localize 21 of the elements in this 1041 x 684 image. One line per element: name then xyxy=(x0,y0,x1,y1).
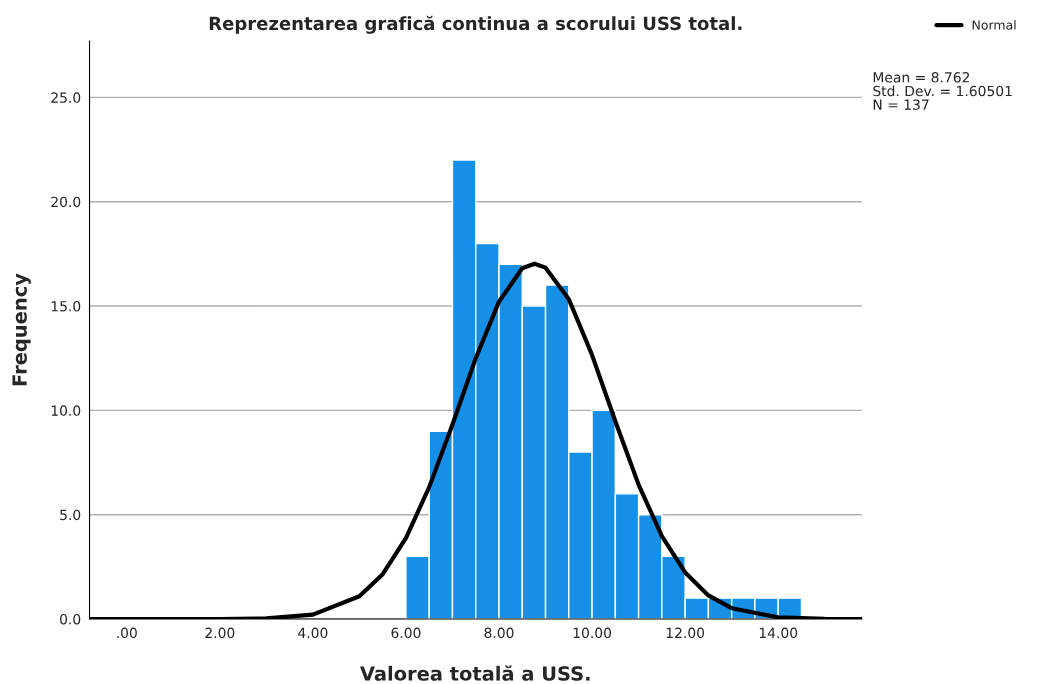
y-tick-label: 20.0 xyxy=(51,196,81,208)
x-tick-label: 14.00 xyxy=(759,627,798,639)
y-tick-label: 25.0 xyxy=(51,92,81,103)
x-tick-label: 6.00 xyxy=(391,627,421,639)
y-tick-label: 15.0 xyxy=(51,301,81,312)
text: N = 137 xyxy=(873,99,929,110)
y-tick-label: 10.0 xyxy=(51,405,81,416)
x-tick-label: 12.00 xyxy=(666,627,705,639)
x-tick-label: 10.00 xyxy=(573,627,612,639)
legend-label: Normal xyxy=(972,20,1016,30)
y-axis-title: Frequency xyxy=(12,273,31,386)
y-tick-label: 0.0 xyxy=(60,613,81,625)
x-tick-label: 4.00 xyxy=(298,627,328,639)
x-tick-label: .00 xyxy=(117,627,137,639)
x-tick-label: 2.00 xyxy=(205,627,235,639)
x-tick-label: 8.00 xyxy=(484,627,514,639)
chart-title: Reprezentarea grafică continua a scorului USS total. xyxy=(209,15,742,34)
y-tick-label: 5.0 xyxy=(60,509,81,521)
x-axis-title: Valorea totală a USS. xyxy=(360,665,590,681)
text: Std. Dev. = 1.60501 xyxy=(873,85,1012,97)
text: Mean = 8.762 xyxy=(873,72,970,83)
